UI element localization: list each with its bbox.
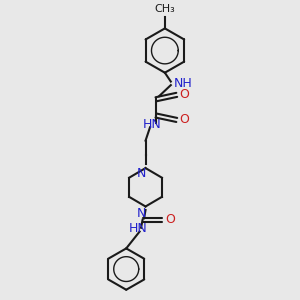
Text: HN: HN	[142, 118, 161, 131]
Text: N: N	[136, 207, 146, 220]
Text: O: O	[165, 213, 175, 226]
Text: CH₃: CH₃	[154, 4, 175, 14]
Text: O: O	[180, 88, 190, 101]
Text: O: O	[180, 113, 190, 127]
Text: HN: HN	[129, 222, 148, 235]
Text: N: N	[136, 167, 146, 180]
Text: NH: NH	[174, 76, 193, 89]
